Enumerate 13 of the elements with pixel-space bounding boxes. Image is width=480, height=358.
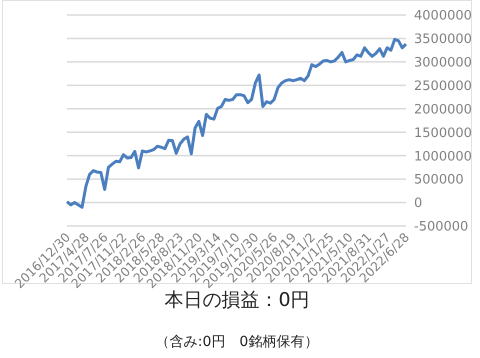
y-tick-label: 4000000 bbox=[414, 8, 472, 24]
y-tick-label: 2500000 bbox=[414, 78, 472, 94]
y-tick-label: 2000000 bbox=[414, 102, 472, 118]
y-tick-label: 0 bbox=[414, 196, 422, 212]
text: 本日の損益：0円 bbox=[164, 289, 310, 311]
y-tick-label: 1000000 bbox=[414, 149, 472, 164]
y-tick-label: 500000 bbox=[414, 172, 464, 188]
y-tick-label: 3000000 bbox=[414, 56, 472, 71]
y-tick-label: 3500000 bbox=[414, 32, 472, 48]
y-tick-label: 1500000 bbox=[414, 126, 472, 141]
y-tick-label: -500000 bbox=[414, 220, 468, 235]
line-series bbox=[66, 38, 408, 209]
text: （含み:0円 0銘柄保有） bbox=[154, 333, 320, 351]
